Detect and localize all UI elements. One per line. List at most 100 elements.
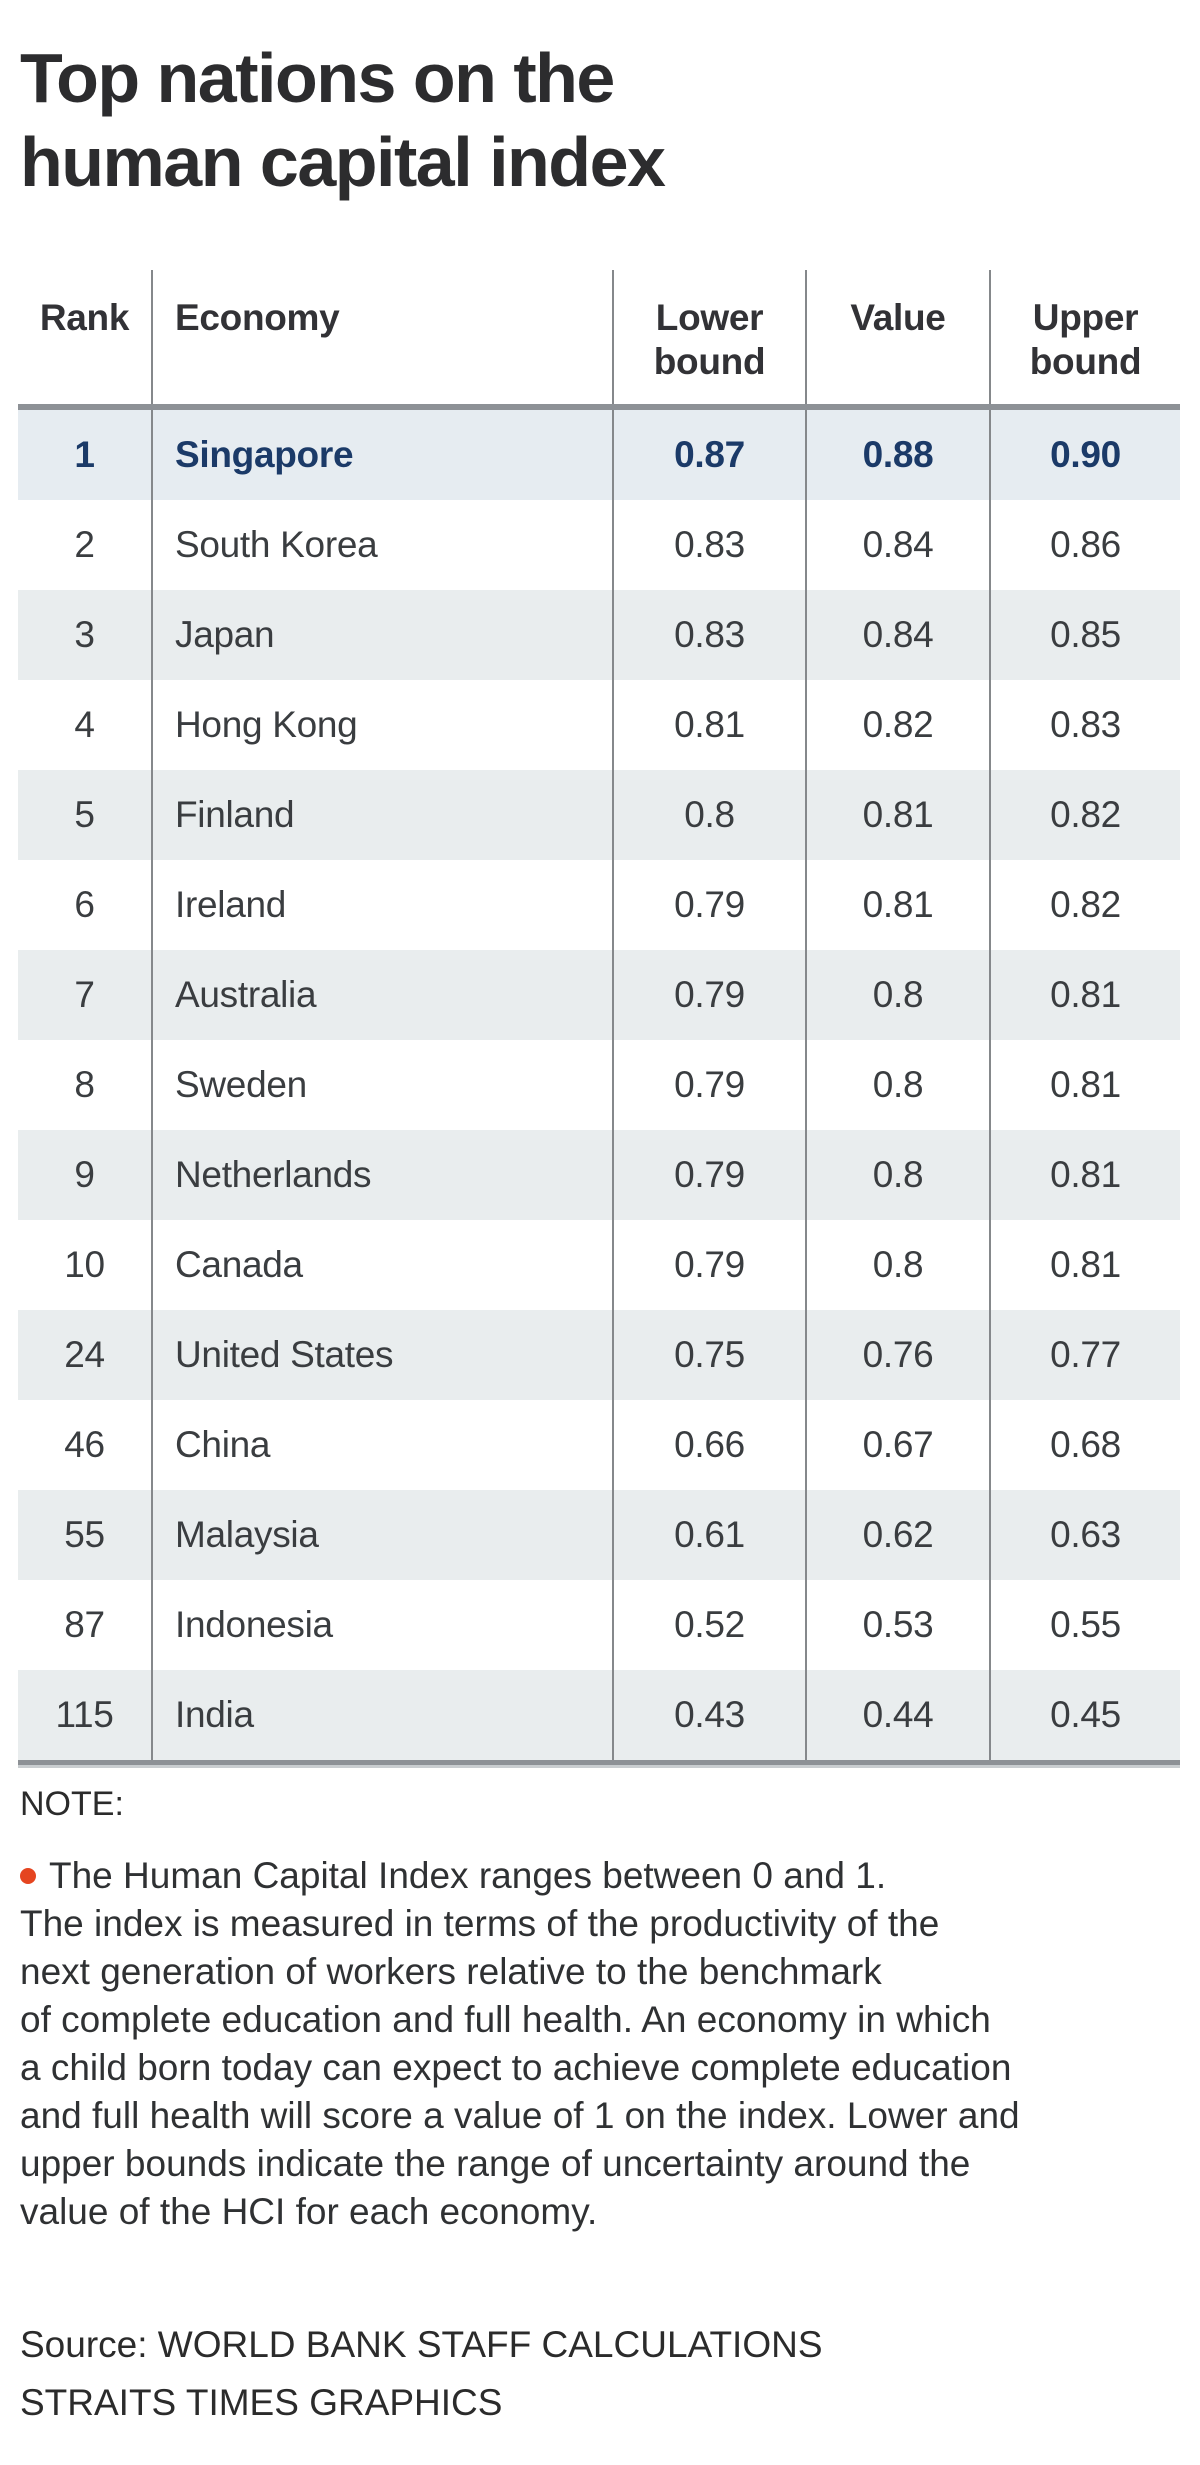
note-section: NOTE: The Human Capital Index ranges bet… xyxy=(20,1784,1180,2236)
value-cell: 0.88 xyxy=(805,407,990,500)
value-cell: 0.81 xyxy=(805,770,990,860)
header-value: Value xyxy=(805,270,990,410)
economy-cell: Netherlands xyxy=(151,1130,613,1220)
lower-bound-cell: 0.52 xyxy=(612,1580,806,1670)
upper-bound-cell: 0.81 xyxy=(989,950,1180,1040)
lower-bound-cell: 0.75 xyxy=(612,1310,806,1400)
note-paragraph: The index is measured in terms of the pr… xyxy=(20,1900,1180,2236)
lower-bound-cell: 0.8 xyxy=(612,770,806,860)
economy-cell: Singapore xyxy=(151,407,613,500)
lower-bound-cell: 0.43 xyxy=(612,1670,806,1765)
note-bullet-row: The Human Capital Index ranges between 0… xyxy=(20,1852,1180,1900)
header-upper-bound: Upper bound xyxy=(989,270,1180,410)
economy-cell: Finland xyxy=(151,770,613,860)
economy-cell: India xyxy=(151,1670,613,1765)
upper-bound-cell: 0.83 xyxy=(989,680,1180,770)
header-economy: Economy xyxy=(151,270,613,410)
rank-cell: 8 xyxy=(74,1064,95,1105)
hci-table: Rank Economy Lower bound Value Upper bou… xyxy=(18,270,1180,1765)
rank-cell: 24 xyxy=(64,1334,105,1375)
rank-cell: 9 xyxy=(74,1154,95,1195)
rank-cell: 6 xyxy=(74,884,95,925)
economy-cell: South Korea xyxy=(151,500,613,590)
table-row: 3 Japan 0.83 0.84 0.85 xyxy=(18,590,1180,680)
upper-bound-cell: 0.81 xyxy=(989,1040,1180,1130)
hci-table-wrap: Rank Economy Lower bound Value Upper bou… xyxy=(18,270,1180,1765)
economy-cell: Sweden xyxy=(151,1040,613,1130)
table-header-row: Rank Economy Lower bound Value Upper bou… xyxy=(18,270,1180,410)
lower-bound-cell: 0.79 xyxy=(612,950,806,1040)
economy-cell: Japan xyxy=(151,590,613,680)
note-line: upper bounds indicate the range of uncer… xyxy=(20,2143,971,2184)
lower-bound-cell: 0.79 xyxy=(612,1220,806,1310)
upper-bound-cell: 0.63 xyxy=(989,1490,1180,1580)
rank-cell: 1 xyxy=(74,434,95,475)
lower-bound-cell: 0.83 xyxy=(612,590,806,680)
economy-cell: Hong Kong xyxy=(151,680,613,770)
header-lower-bound: Lower bound xyxy=(612,270,806,410)
value-cell: 0.8 xyxy=(805,950,990,1040)
value-cell: 0.44 xyxy=(805,1670,990,1765)
table-row: 87 Indonesia 0.52 0.53 0.55 xyxy=(18,1580,1180,1670)
rank-cell: 7 xyxy=(74,974,95,1015)
economy-cell: Canada xyxy=(151,1220,613,1310)
lower-bound-cell: 0.83 xyxy=(612,500,806,590)
value-cell: 0.67 xyxy=(805,1400,990,1490)
economy-cell: United States xyxy=(151,1310,613,1400)
table-row: 8 Sweden 0.79 0.8 0.81 xyxy=(18,1040,1180,1130)
upper-bound-cell: 0.55 xyxy=(989,1580,1180,1670)
lower-bound-cell: 0.79 xyxy=(612,860,806,950)
table-row: 46 China 0.66 0.67 0.68 xyxy=(18,1400,1180,1490)
value-cell: 0.53 xyxy=(805,1580,990,1670)
page-title-line-1: Top nations on the xyxy=(20,39,615,117)
page-title-line-2: human capital index xyxy=(20,123,666,201)
note-line: The index is measured in terms of the pr… xyxy=(20,1903,940,1944)
table-row: 115 India 0.43 0.44 0.45 xyxy=(18,1670,1180,1765)
value-cell: 0.62 xyxy=(805,1490,990,1580)
source-section: Source: WORLD BANK STAFF CALCULATIONS ST… xyxy=(20,2316,823,2432)
rank-cell: 4 xyxy=(74,704,95,745)
lower-bound-cell: 0.66 xyxy=(612,1400,806,1490)
header-rank: Rank xyxy=(18,270,152,410)
upper-bound-cell: 0.86 xyxy=(989,500,1180,590)
note-line: value of the HCI for each economy. xyxy=(20,2191,598,2232)
source-line-2: STRAITS TIMES GRAPHICS xyxy=(20,2382,503,2423)
note-bullet-text: The Human Capital Index ranges between 0… xyxy=(49,1855,887,1896)
table-row: 10 Canada 0.79 0.8 0.81 xyxy=(18,1220,1180,1310)
note-line: next generation of workers relative to t… xyxy=(20,1951,882,1992)
table-row: 7 Australia 0.79 0.8 0.81 xyxy=(18,950,1180,1040)
value-cell: 0.76 xyxy=(805,1310,990,1400)
upper-bound-cell: 0.90 xyxy=(989,407,1180,500)
rank-cell: 3 xyxy=(74,614,95,655)
rank-cell: 115 xyxy=(18,1670,152,1765)
rank-cell: 2 xyxy=(74,524,95,565)
note-line: a child born today can expect to achieve… xyxy=(20,2047,1012,2088)
table-row: 6 Ireland 0.79 0.81 0.82 xyxy=(18,860,1180,950)
table-row: 55 Malaysia 0.61 0.62 0.63 xyxy=(18,1490,1180,1580)
bullet-dot-icon xyxy=(20,1868,36,1884)
upper-bound-cell: 0.85 xyxy=(989,590,1180,680)
upper-bound-cell: 0.77 xyxy=(989,1310,1180,1400)
source-line-1: Source: WORLD BANK STAFF CALCULATIONS xyxy=(20,2324,823,2365)
table-row: 9 Netherlands 0.79 0.8 0.81 xyxy=(18,1130,1180,1220)
rank-cell: 46 xyxy=(64,1424,105,1465)
table-row: 5 Finland 0.8 0.81 0.82 xyxy=(18,770,1180,860)
value-cell: 0.84 xyxy=(805,590,990,680)
lower-bound-cell: 0.87 xyxy=(612,407,806,500)
table-body: 1 Singapore 0.87 0.88 0.90 2 South Korea… xyxy=(18,407,1180,1765)
lower-bound-cell: 0.79 xyxy=(612,1130,806,1220)
table-row: 2 South Korea 0.83 0.84 0.86 xyxy=(18,500,1180,590)
rank-cell: 87 xyxy=(64,1604,105,1645)
value-cell: 0.8 xyxy=(805,1040,990,1130)
economy-cell: Malaysia xyxy=(151,1490,613,1580)
economy-cell: Australia xyxy=(151,950,613,1040)
upper-bound-cell: 0.45 xyxy=(989,1670,1180,1765)
upper-bound-cell: 0.81 xyxy=(989,1130,1180,1220)
value-cell: 0.84 xyxy=(805,500,990,590)
table-row: 24 United States 0.75 0.76 0.77 xyxy=(18,1310,1180,1400)
value-cell: 0.82 xyxy=(805,680,990,770)
economy-cell: Ireland xyxy=(151,860,613,950)
lower-bound-cell: 0.79 xyxy=(612,1040,806,1130)
table-row: 4 Hong Kong 0.81 0.82 0.83 xyxy=(18,680,1180,770)
upper-bound-cell: 0.82 xyxy=(989,860,1180,950)
